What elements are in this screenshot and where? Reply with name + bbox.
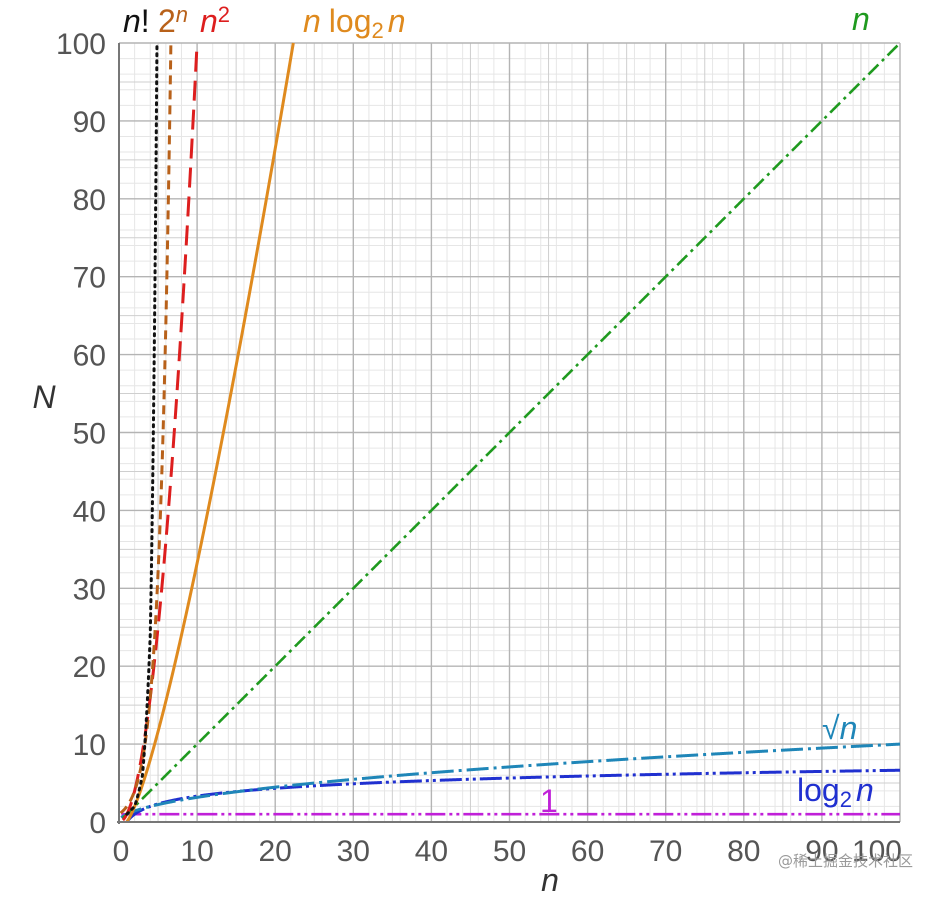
label-exp2: 2n: [158, 2, 188, 39]
y-tick-labels: 0 10 20 30 40 50 60 70 80 90 100: [56, 28, 106, 840]
x-axis-title: n: [541, 862, 559, 897]
x-tick-label: 90: [805, 835, 838, 868]
axes: [117, 43, 900, 824]
y-tick-label: 30: [73, 573, 106, 606]
y-tick-label: 10: [73, 729, 106, 762]
series-log2: [125, 768, 901, 823]
x-tick-label: 70: [649, 835, 682, 868]
y-tick-label: 0: [89, 807, 106, 840]
x-tick-label: 30: [337, 835, 370, 868]
x-tick-labels: 0 10 20 30 40 50 60 70 80 90 100: [113, 835, 902, 868]
label-factorial: n!: [123, 3, 150, 39]
y-tick-label: 20: [73, 651, 106, 684]
y-tick-label: 80: [73, 184, 106, 217]
label-linear: n: [852, 1, 870, 37]
x-tick-label: 0: [113, 835, 130, 868]
series-square: [121, 42, 199, 822]
label-square: n2: [200, 2, 230, 39]
grid: [118, 42, 901, 823]
label-log2: log2 n: [797, 772, 874, 812]
curves: [119, 41, 901, 823]
label-sqrt: √n: [822, 710, 857, 746]
y-tick-label: 100: [56, 28, 106, 61]
y-tick-label: 40: [73, 495, 106, 528]
y-tick-label: 60: [73, 340, 106, 373]
y-tick-label: 70: [73, 262, 106, 295]
x-tick-label: 100: [852, 835, 902, 868]
series-nlogn: [125, 42, 295, 823]
x-tick-label: 60: [571, 835, 604, 868]
label-nlogn: n log2 n: [303, 3, 406, 43]
y-tick-label: 50: [73, 418, 106, 451]
x-tick-label: 40: [415, 835, 448, 868]
series-sqrt: [120, 742, 901, 819]
x-tick-label: 20: [259, 835, 292, 868]
series-factorial: [125, 41, 159, 816]
x-tick-label: 10: [180, 835, 213, 868]
watermark: @稀土掘金技术社区: [778, 852, 913, 870]
label-constant: 1: [540, 783, 558, 819]
y-tick-label: 90: [73, 106, 106, 139]
x-tick-label: 80: [727, 835, 760, 868]
y-axis-title: N: [32, 379, 56, 415]
x-tick-label: 50: [493, 835, 526, 868]
series-linear: [121, 42, 901, 820]
